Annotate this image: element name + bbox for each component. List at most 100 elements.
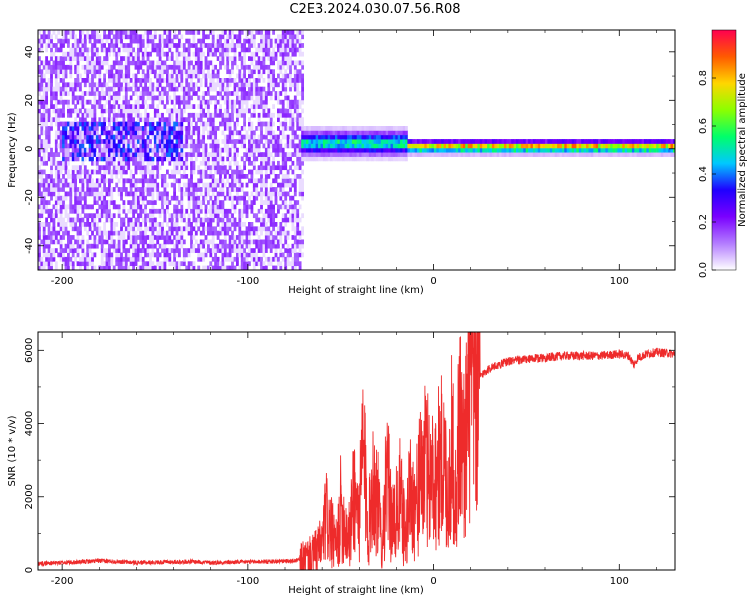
heatmap-cell	[45, 134, 49, 140]
heatmap-cell	[192, 147, 196, 153]
heatmap-cell	[284, 78, 288, 83]
heatmap-cell	[47, 265, 51, 270]
heatmap-cell	[170, 152, 174, 157]
heatmap-cell	[139, 126, 143, 131]
heatmap-cell	[272, 169, 276, 175]
heatmap-cell	[354, 143, 358, 149]
heatmap-cell	[190, 60, 193, 66]
heatmap-cell	[134, 91, 138, 96]
heatmap-cell	[231, 104, 234, 109]
heatmap-cell	[161, 195, 164, 201]
heatmap-cell	[207, 134, 210, 140]
heatmap-cell	[248, 248, 251, 253]
heatmap-cell	[71, 126, 75, 131]
heatmap-cell	[59, 187, 63, 192]
heatmap-cell	[267, 78, 271, 83]
heatmap-cell	[462, 143, 466, 149]
heatmap-cell	[120, 34, 123, 40]
heatmap-cell	[269, 187, 273, 192]
heatmap-cell	[38, 47, 41, 53]
heatmap-cell	[264, 95, 268, 101]
heatmap-cell	[115, 143, 119, 149]
heatmap-cell	[163, 117, 167, 123]
heatmap-cell	[262, 248, 266, 253]
heatmap-cell	[69, 191, 73, 197]
heatmap-cell	[216, 139, 220, 144]
heatmap-cell	[173, 143, 177, 149]
heatmap-cell	[322, 152, 326, 157]
heatmap-cell	[243, 64, 247, 70]
heatmap-cell	[59, 256, 63, 262]
heatmap-cell	[86, 252, 90, 258]
heatmap-cell	[262, 191, 266, 197]
heatmap-cell	[64, 230, 68, 236]
heatmap-cell	[79, 143, 82, 149]
heatmap-cell	[301, 99, 305, 105]
heatmap-cell	[115, 51, 119, 57]
heatmap-cell	[192, 208, 196, 214]
heatmap-cell	[185, 174, 189, 179]
heatmap-cell	[178, 265, 181, 270]
heatmap-cell	[450, 152, 454, 157]
heatmap-cell	[412, 152, 416, 157]
heatmap-cell	[219, 95, 222, 101]
heatmap-cell	[293, 108, 297, 114]
heatmap-cell	[76, 230, 80, 236]
heatmap-cell	[209, 252, 213, 258]
heatmap-cell	[105, 160, 109, 166]
heatmap-cell	[226, 104, 230, 109]
heatmap-cell	[286, 243, 290, 249]
heatmap-cell	[407, 139, 411, 144]
heatmap-cell	[81, 51, 85, 57]
heatmap-cell	[226, 78, 230, 83]
heatmap-cell	[197, 38, 201, 44]
heatmap-cell	[91, 134, 94, 140]
heatmap-cell	[163, 217, 167, 223]
heatmap-cell	[332, 156, 336, 162]
heatmap-cell	[178, 248, 181, 253]
heatmap-cell	[88, 213, 92, 219]
heatmap-cell	[98, 152, 102, 157]
heatmap-cell	[124, 78, 128, 83]
heatmap-cell	[250, 30, 254, 35]
heatmap-cell	[460, 152, 464, 157]
heatmap-cell	[219, 104, 222, 109]
heatmap-cell	[166, 121, 169, 127]
heatmap-cell	[175, 204, 179, 210]
heatmap-cell	[284, 95, 288, 101]
heatmap-cell	[132, 174, 136, 179]
heatmap-cell	[277, 73, 280, 79]
heatmap-cell	[489, 147, 493, 153]
heatmap-cell	[79, 243, 82, 249]
heatmap-cell	[207, 265, 210, 270]
heatmap-cell	[178, 82, 181, 88]
heatmap-cell	[209, 47, 213, 53]
heatmap-cell	[238, 178, 242, 184]
heatmap-cell	[233, 78, 237, 83]
heatmap-cell	[207, 243, 210, 249]
heatmap-cell	[523, 152, 527, 157]
heatmap-cell	[192, 139, 196, 144]
heatmap-cell	[40, 256, 44, 262]
heatmap-cell	[144, 169, 148, 175]
heatmap-cell	[204, 56, 208, 61]
heatmap-cell	[190, 174, 193, 179]
heatmap-cell	[327, 143, 331, 149]
heatmap-cell	[163, 143, 167, 149]
heatmap-cell	[149, 104, 152, 109]
heatmap-cell	[100, 165, 104, 171]
heatmap-cell	[279, 43, 283, 48]
heatmap-cell	[95, 126, 99, 131]
heatmap-cell	[98, 239, 102, 245]
heatmap-cell	[112, 104, 116, 109]
heatmap-cell	[175, 165, 179, 171]
heatmap-cell	[209, 126, 213, 131]
heatmap-cell	[175, 51, 179, 57]
heatmap-cell	[117, 204, 121, 210]
heatmap-cell	[108, 134, 111, 140]
heatmap-cell	[308, 134, 312, 140]
heatmap-cell	[293, 51, 297, 57]
heatmap-cell	[182, 191, 186, 197]
heatmap-cell	[221, 213, 225, 219]
heatmap-cell	[301, 143, 305, 149]
